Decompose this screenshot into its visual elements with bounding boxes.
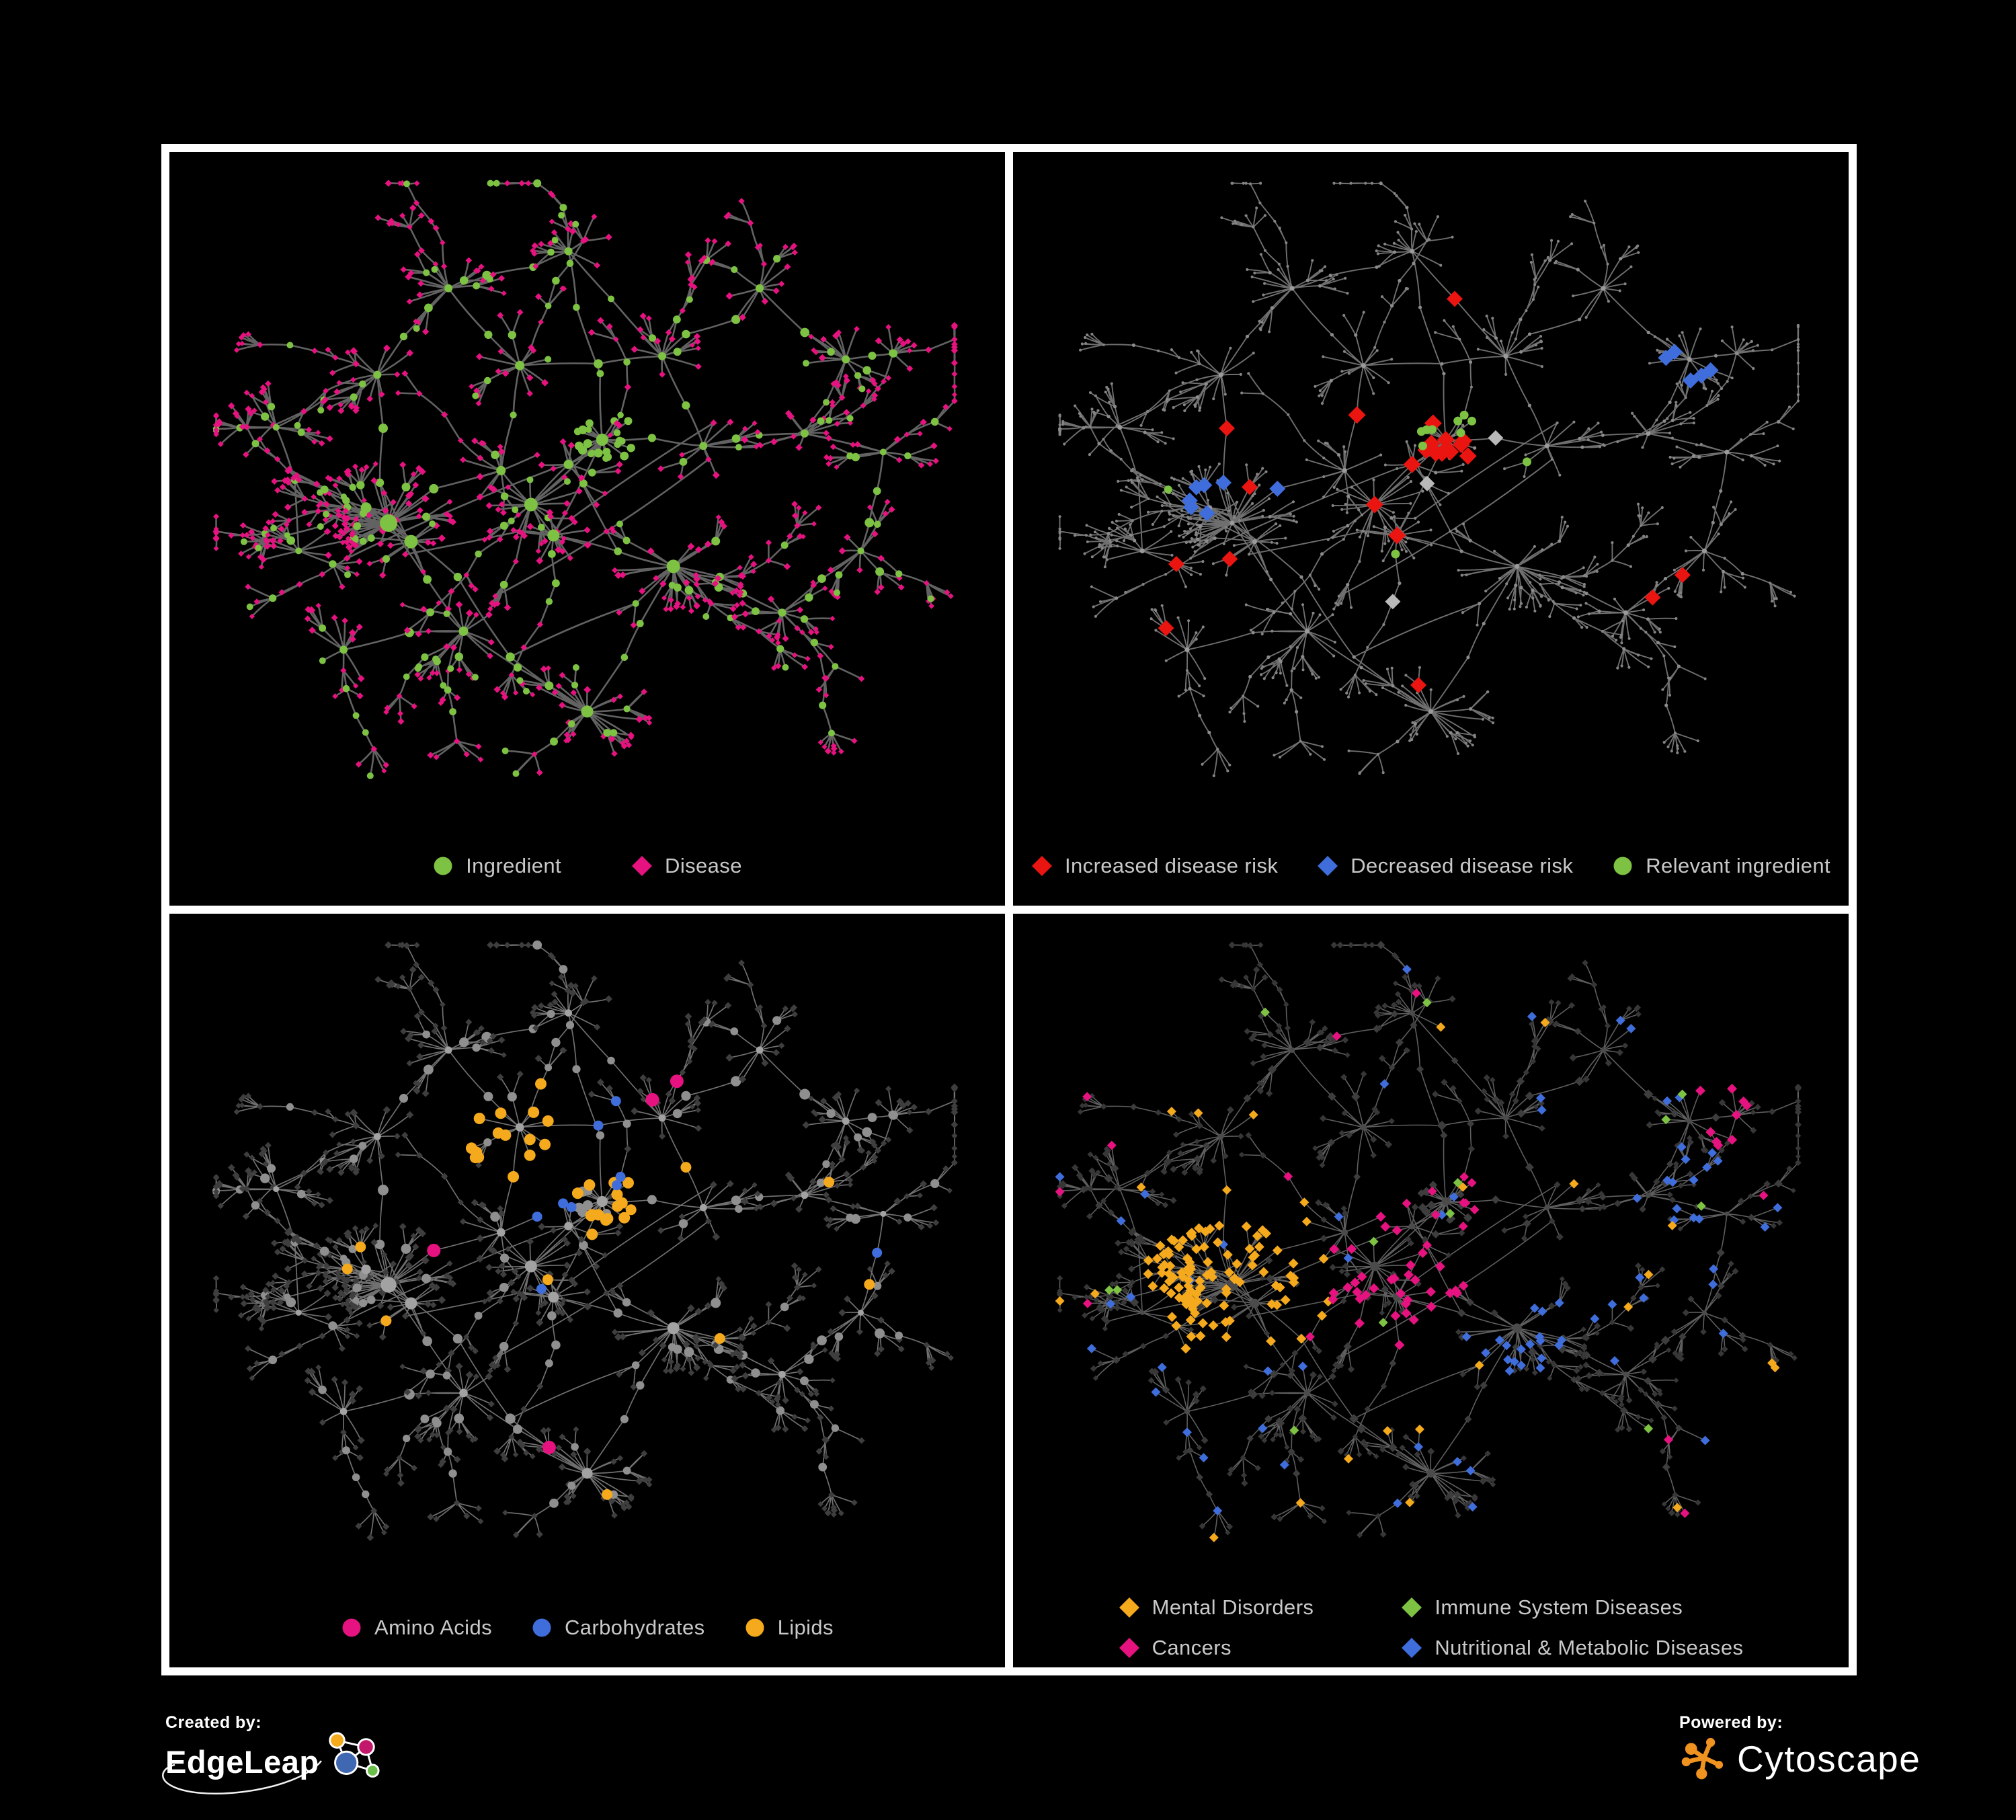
legend-label: Cancers bbox=[1152, 1636, 1232, 1659]
network-nodes bbox=[1058, 182, 1800, 777]
legend-label: Mental Disorders bbox=[1152, 1595, 1314, 1619]
legend-label: Ingredient bbox=[466, 854, 562, 877]
legend-label: Carbohydrates bbox=[565, 1616, 705, 1639]
legend-label: Nutritional & Metabolic Diseases bbox=[1435, 1636, 1744, 1659]
legend-marker-circle-icon bbox=[1613, 857, 1632, 875]
legend-label: Relevant ingredient bbox=[1646, 854, 1830, 877]
network-nodes bbox=[212, 179, 959, 779]
panel-nutrient-classes-network: Amino Acids Carbohydrates Lipids bbox=[169, 914, 1005, 1667]
legend-item: Mental Disorders bbox=[1119, 1595, 1314, 1620]
legend-label: Increased disease risk bbox=[1065, 854, 1279, 877]
footer: Created by: EdgeLeap bbox=[0, 1684, 2016, 1820]
legend-disease-risk: Increased disease risk Decreased disease … bbox=[1013, 826, 1849, 906]
legend-ingredient-disease: Ingredient Disease bbox=[169, 826, 1005, 906]
legend-marker-circle-icon bbox=[434, 857, 452, 875]
panel-disease-categories-network: Mental Disorders Cancers Immune System Dis… bbox=[1013, 914, 1849, 1667]
legend-item: Nutritional & Metabolic Diseases bbox=[1401, 1636, 1743, 1660]
legend-marker-diamond-icon bbox=[1402, 1597, 1422, 1618]
network-nodes bbox=[212, 940, 959, 1542]
panel-disease-risk-network: Increased disease risk Decreased disease … bbox=[1013, 152, 1849, 906]
legend-item: Carbohydrates bbox=[531, 1616, 705, 1640]
nutrient-classes-network-graph bbox=[212, 940, 959, 1542]
legend-item: Ingredient bbox=[432, 854, 561, 878]
legend-label: Disease bbox=[665, 854, 742, 877]
legend-label: Amino Acids bbox=[374, 1616, 493, 1639]
legend-marker-diamond-icon bbox=[1119, 1597, 1139, 1618]
legend-nutrient-classes: Amino Acids Carbohydrates Lipids bbox=[169, 1588, 1005, 1667]
legend-marker-diamond-icon bbox=[1402, 1638, 1422, 1658]
legend-marker-diamond-icon bbox=[632, 856, 653, 876]
legend-item: Cancers bbox=[1119, 1636, 1314, 1660]
legend-disease-categories: Mental Disorders Cancers Immune System Dis… bbox=[1013, 1588, 1849, 1667]
network-nodes bbox=[1055, 941, 1802, 1542]
legend-item: Amino Acids bbox=[341, 1616, 492, 1640]
legend-label: Lipids bbox=[777, 1616, 834, 1639]
legend-marker-circle-icon bbox=[342, 1618, 361, 1637]
legend-marker-circle-icon bbox=[532, 1618, 551, 1637]
legend-marker-diamond-icon bbox=[1119, 1638, 1139, 1658]
legend-item: Lipids bbox=[744, 1616, 834, 1640]
legend-item: Increased disease risk bbox=[1031, 854, 1278, 878]
legend-label: Decreased disease risk bbox=[1350, 854, 1574, 877]
created-by-logo: Created by: EdgeLeap bbox=[162, 1713, 385, 1794]
disease-categories-network-graph bbox=[1055, 941, 1802, 1542]
cytoscape-brand-text: Cytoscape bbox=[1737, 1737, 1921, 1780]
legend-marker-diamond-icon bbox=[1032, 856, 1053, 876]
legend-item: Immune System Diseases bbox=[1401, 1595, 1743, 1620]
legend-marker-diamond-icon bbox=[1318, 856, 1338, 876]
powered-by-label: Powered by: bbox=[1679, 1713, 1783, 1732]
edgeleap-logo-icon bbox=[328, 1732, 380, 1778]
legend-item: Relevant ingredient bbox=[1612, 854, 1830, 878]
legend-item: Decreased disease risk bbox=[1317, 854, 1573, 878]
powered-by-logo: Powered by: Cy bbox=[1679, 1713, 1921, 1784]
legend-item: Disease bbox=[631, 854, 742, 878]
panel-ingredient-disease-network: Ingredient Disease bbox=[169, 152, 1005, 906]
edgeleap-brand-text: EdgeLeap bbox=[165, 1743, 319, 1780]
disease-risk-network-graph bbox=[1058, 182, 1800, 777]
created-by-label: Created by: bbox=[165, 1713, 262, 1732]
legend-marker-circle-icon bbox=[745, 1618, 764, 1637]
cytoscape-logo-icon bbox=[1681, 1737, 1724, 1780]
ingredient-disease-network-graph bbox=[212, 179, 959, 779]
legend-label: Immune System Diseases bbox=[1435, 1595, 1683, 1619]
panel-grid: Ingredient Disease Increased disease risk… bbox=[161, 144, 1857, 1675]
